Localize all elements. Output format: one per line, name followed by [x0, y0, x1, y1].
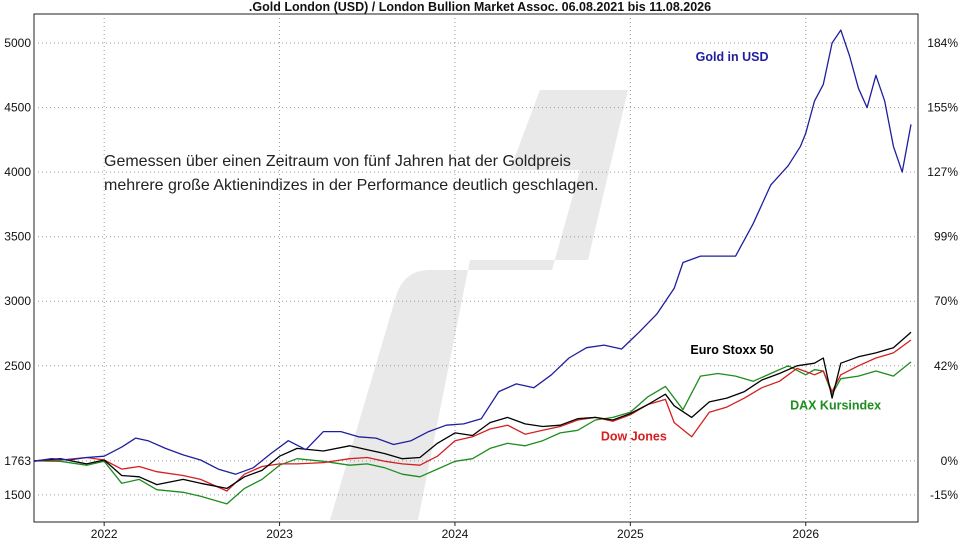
y-tick-label: 4500	[4, 101, 31, 115]
y-tick-label: 2500	[4, 359, 31, 373]
y2-tick-label: 127%	[927, 165, 958, 179]
chart-title: .Gold London (USD) / London Bullion Mark…	[248, 0, 712, 14]
series-line-dow	[33, 339, 912, 492]
x-tick-label: 2022	[91, 527, 118, 540]
y2-tick-label: 0%	[941, 454, 959, 468]
y2-tick-label: 184%	[927, 36, 958, 50]
series-line-gold	[33, 29, 912, 475]
y-tick-label: 4000	[4, 165, 31, 179]
right-axis: 184% 155% 127% 99% 70% 42% 0% -15%	[927, 36, 958, 502]
y-tick-label: 3500	[4, 230, 31, 244]
watermark-logo	[330, 90, 628, 520]
x-tick-label: 2025	[617, 527, 644, 540]
annotation: Gemessen über einen Zeitraum von fünf Ja…	[104, 153, 599, 194]
series-line-dax	[33, 361, 912, 505]
series-line-euro	[33, 331, 912, 490]
series-label-euro: Euro Stoxx 50	[690, 343, 773, 357]
series-label-gold: Gold in USD	[696, 50, 769, 64]
annotation-line: Gemessen über einen Zeitraum von fünf Ja…	[104, 153, 571, 170]
series-label-dow: Dow Jones	[601, 430, 667, 444]
grid	[34, 14, 918, 522]
x-tick-label: 2024	[442, 527, 469, 540]
x-tick-label: 2023	[266, 527, 293, 540]
y-tick-label: 1763	[4, 454, 31, 468]
y-tick-label: 1500	[4, 488, 31, 502]
left-axis: 5000 4500 4000 3500 3000 2500 1763 1500	[4, 36, 31, 502]
y-tick-label: 3000	[4, 294, 31, 308]
x-axis: 2022 2023 2024 2025 2026	[91, 522, 819, 540]
y2-tick-label: -15%	[930, 488, 958, 502]
series-lines	[33, 29, 912, 505]
x-tick-label: 2026	[792, 527, 819, 540]
y2-tick-label: 99%	[934, 230, 958, 244]
series-labels: Gold in USD Euro Stoxx 50 Dow Jones DAX Kur…	[601, 50, 881, 444]
y2-tick-label: 42%	[934, 359, 958, 373]
y2-tick-label: 70%	[934, 294, 958, 308]
annotation-line: mehrere große Aktienindizes in der Perfo…	[104, 177, 599, 194]
y2-tick-label: 155%	[927, 101, 958, 115]
series-label-dax: DAX Kursindex	[790, 399, 881, 413]
plot-frame	[33, 13, 919, 523]
y-tick-label: 5000	[4, 36, 31, 50]
